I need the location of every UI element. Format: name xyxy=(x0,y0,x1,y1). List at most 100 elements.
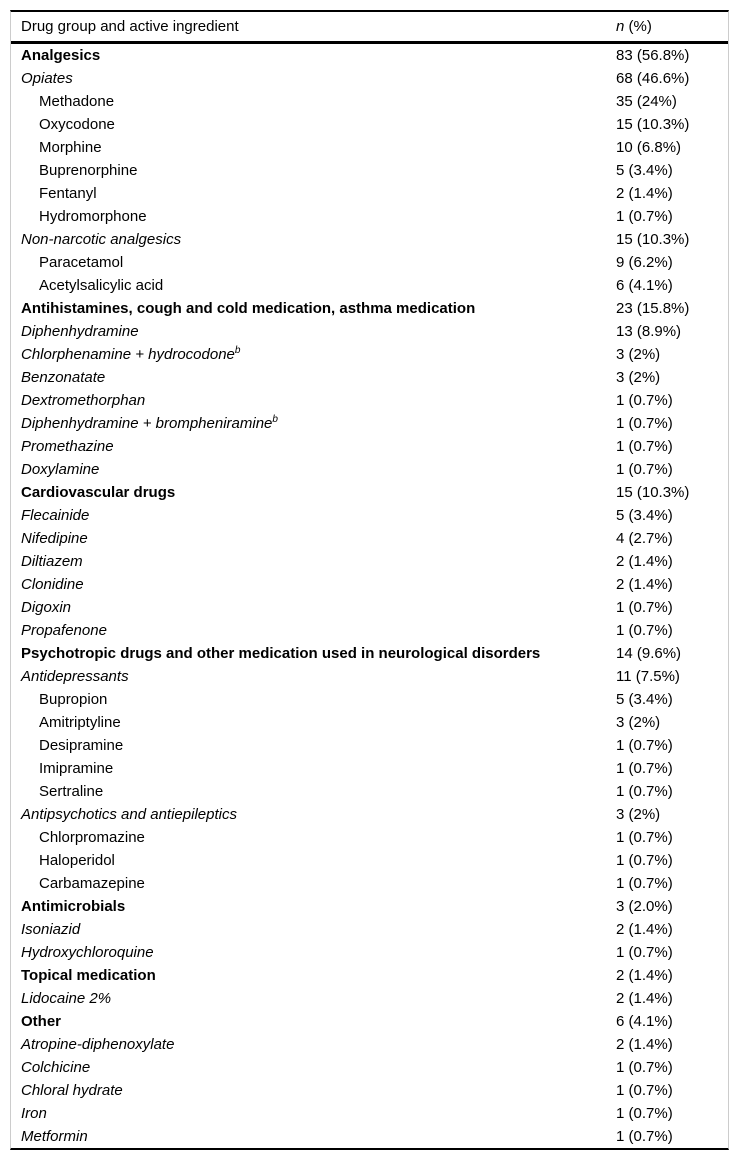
drug-label-cell: Chlorphenamine + hydrocodoneb xyxy=(11,343,616,366)
count-value: 1 (0.7%) xyxy=(616,1128,673,1145)
count-value: 23 (15.8%) xyxy=(616,300,690,317)
drug-label: Chlorpromazine xyxy=(39,829,145,846)
drug-label-cell: Opiates xyxy=(11,67,616,90)
table-row: Paracetamol 9 (6.2%) xyxy=(11,251,728,274)
table-row: Amitriptyline 3 (2%) xyxy=(11,711,728,734)
header-n-percent-label: n (%) xyxy=(616,12,728,41)
drug-label-cell: Amitriptyline xyxy=(11,711,616,734)
table-row: Flecainide 5 (3.4%) xyxy=(11,504,728,527)
drug-label-cell: Paracetamol xyxy=(11,251,616,274)
table-row: Acetylsalicylic acid 6 (4.1%) xyxy=(11,274,728,297)
drug-label-cell: Iron xyxy=(11,1102,616,1125)
drug-label-cell: Colchicine xyxy=(11,1056,616,1079)
drug-label: Diphenhydramine + brompheniramine xyxy=(21,415,273,432)
table-row: Atropine-diphenoxylate 2 (1.4%) xyxy=(11,1033,728,1056)
drug-label: Opiates xyxy=(21,70,73,87)
count-value: 11 (7.5%) xyxy=(616,668,680,685)
table-row: Digoxin 1 (0.7%) xyxy=(11,596,728,619)
table-row: Bupropion 5 (3.4%) xyxy=(11,688,728,711)
drug-label: Iron xyxy=(21,1105,47,1122)
drug-label: Digoxin xyxy=(21,599,72,616)
drug-label-cell: Haloperidol xyxy=(11,849,616,872)
drug-label: Benzonatate xyxy=(21,369,106,386)
table-row: Promethazine 1 (0.7%) xyxy=(11,435,728,458)
drug-label-cell: Antihistamines, cough and cold medicatio… xyxy=(11,297,616,320)
table-row: Morphine 10 (6.8%) xyxy=(11,136,728,159)
count-value: 1 (0.7%) xyxy=(616,737,673,754)
drug-label-cell: Diphenhydramine xyxy=(11,320,616,343)
count-value: 3 (2%) xyxy=(616,714,661,731)
table-row: Lidocaine 2% 2 (1.4%) xyxy=(11,987,728,1010)
drug-label-cell: Flecainide xyxy=(11,504,616,527)
table-row: Doxylamine 1 (0.7%) xyxy=(11,458,728,481)
table-row: Other 6 (4.1%) xyxy=(11,1010,728,1033)
table-row: Diltiazem 2 (1.4%) xyxy=(11,550,728,573)
drug-label-cell: Desipramine xyxy=(11,734,616,757)
count-value: 1 (0.7%) xyxy=(616,1105,673,1122)
table-row: Imipramine 1 (0.7%) xyxy=(11,757,728,780)
table-row: Carbamazepine 1 (0.7%) xyxy=(11,872,728,895)
drug-label-cell: Antidepressants xyxy=(11,665,616,688)
table-row: Chlorphenamine + hydrocodoneb 3 (2%) xyxy=(11,343,728,366)
drug-label-cell: Non-narcotic analgesics xyxy=(11,228,616,251)
count-value: 1 (0.7%) xyxy=(616,875,673,892)
count-value: 2 (1.4%) xyxy=(616,921,673,938)
drug-label-cell: Hydroxychloroquine xyxy=(11,941,616,964)
table-row: Metformin 1 (0.7%) xyxy=(11,1125,728,1148)
header-percent-rest: (%) xyxy=(624,18,652,35)
drug-label: Metformin xyxy=(21,1128,88,1145)
table-row: Chlorpromazine 1 (0.7%) xyxy=(11,826,728,849)
count-value: 10 (6.8%) xyxy=(616,139,682,156)
table-row: Analgesics 83 (56.8%) xyxy=(11,44,728,67)
count-value: 3 (2%) xyxy=(616,346,661,363)
drug-label: Desipramine xyxy=(39,737,124,754)
drug-label: Hydroxychloroquine xyxy=(21,944,154,961)
count-value: 5 (3.4%) xyxy=(616,507,673,524)
count-value: 3 (2.0%) xyxy=(616,898,673,915)
drug-label-cell: Metformin xyxy=(11,1125,616,1148)
count-value: 6 (4.1%) xyxy=(616,277,673,294)
drug-label: Propafenone xyxy=(21,622,107,639)
drug-label: Antidepressants xyxy=(21,668,129,685)
drug-label-cell: Sertraline xyxy=(11,780,616,803)
drug-label-cell: Other xyxy=(11,1010,616,1033)
drug-label: Atropine-diphenoxylate xyxy=(21,1036,175,1053)
count-value: 2 (1.4%) xyxy=(616,553,673,570)
drug-label: Dextromethorphan xyxy=(21,392,146,409)
count-value: 1 (0.7%) xyxy=(616,392,673,409)
table-row: Diphenhydramine 13 (8.9%) xyxy=(11,320,728,343)
table-row: Oxycodone 15 (10.3%) xyxy=(11,113,728,136)
table-row: Colchicine 1 (0.7%) xyxy=(11,1056,728,1079)
drug-label-cell: Antipsychotics and antiepileptics xyxy=(11,803,616,826)
drug-label: Cardiovascular drugs xyxy=(21,484,176,501)
drug-label: Psychotropic drugs and other medication … xyxy=(21,645,541,662)
drug-label: Buprenorphine xyxy=(39,162,138,179)
table-row: Fentanyl 2 (1.4%) xyxy=(11,182,728,205)
count-value: 5 (3.4%) xyxy=(616,162,673,179)
drug-label-cell: Atropine-diphenoxylate xyxy=(11,1033,616,1056)
drug-label: Antimicrobials xyxy=(21,898,126,915)
drug-label: Chloral hydrate xyxy=(21,1082,123,1099)
drug-label: Topical medication xyxy=(21,967,156,984)
drug-label-cell: Antimicrobials xyxy=(11,895,616,918)
count-value: 1 (0.7%) xyxy=(616,599,673,616)
table-row: Desipramine 1 (0.7%) xyxy=(11,734,728,757)
drug-label-cell: Clonidine xyxy=(11,573,616,596)
table-row: Chloral hydrate 1 (0.7%) xyxy=(11,1079,728,1102)
table-row: Hydroxychloroquine 1 (0.7%) xyxy=(11,941,728,964)
drug-label-cell: Chloral hydrate xyxy=(11,1079,616,1102)
drug-label-cell: Chlorpromazine xyxy=(11,826,616,849)
table-row: Topical medication 2 (1.4%) xyxy=(11,964,728,987)
drug-label-cell: Dextromethorphan xyxy=(11,389,616,412)
count-value: 1 (0.7%) xyxy=(616,622,673,639)
count-value: 15 (10.3%) xyxy=(616,484,690,501)
drug-label: Oxycodone xyxy=(39,116,115,133)
count-value: 1 (0.7%) xyxy=(616,783,673,800)
drug-label-cell: Diltiazem xyxy=(11,550,616,573)
count-value: 15 (10.3%) xyxy=(616,116,690,133)
drug-label-cell: Digoxin xyxy=(11,596,616,619)
footnote-sup: b xyxy=(234,345,241,356)
drug-label: Amitriptyline xyxy=(39,714,121,731)
drug-label: Non-narcotic analgesics xyxy=(21,231,182,248)
drug-label-cell: Cardiovascular drugs xyxy=(11,481,616,504)
